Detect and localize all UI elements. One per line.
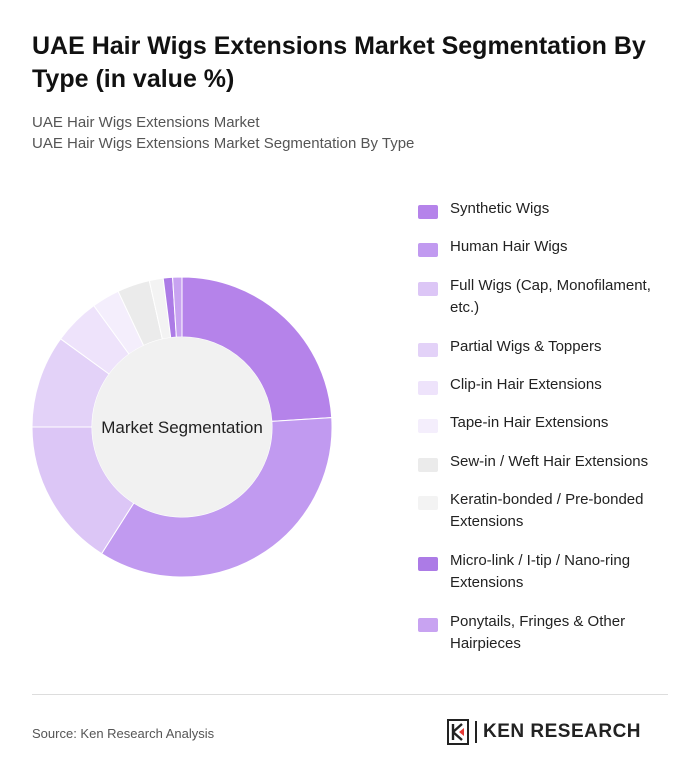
legend-swatch xyxy=(418,618,438,632)
legend-swatch xyxy=(418,282,438,296)
donut-chart: Market Segmentation xyxy=(31,276,333,578)
legend-label: Partial Wigs & Toppers xyxy=(450,338,602,355)
legend-swatch xyxy=(418,205,438,219)
legend-swatch xyxy=(418,343,438,357)
legend-swatch xyxy=(418,458,438,472)
legend-label: Clip-in Hair Extensions xyxy=(450,376,602,393)
legend-label: Synthetic Wigs xyxy=(450,200,550,217)
footer-divider xyxy=(32,694,668,695)
legend-swatch xyxy=(418,496,438,510)
legend-swatch xyxy=(418,381,438,395)
legend-label: Keratin-bonded / Pre-bonded Extensions xyxy=(450,491,644,530)
legend-label: Tape-in Hair Extensions xyxy=(450,414,609,431)
brand-separator xyxy=(475,721,477,743)
brand-logo: KEN RESEARCH xyxy=(447,719,641,745)
donut-center xyxy=(92,337,272,517)
chart-title: UAE Hair Wigs Extensions Market Segmenta… xyxy=(32,32,646,93)
legend-swatch xyxy=(418,243,438,257)
legend-label: Full Wigs (Cap, Monofilament, etc.) xyxy=(450,277,651,316)
legend-label: Sew-in / Weft Hair Extensions xyxy=(450,453,649,470)
legend-swatch xyxy=(418,419,438,433)
chart-subtitle-segmentation: UAE Hair Wigs Extensions Market Segmenta… xyxy=(32,135,415,152)
legend-label: Human Hair Wigs xyxy=(450,238,568,255)
legend-label: Ponytails, Fringes & Other Hairpieces xyxy=(450,613,626,652)
chart-subtitle-market: UAE Hair Wigs Extensions Market xyxy=(32,114,260,131)
source-note: Source: Ken Research Analysis xyxy=(32,726,215,741)
brand-name: KEN RESEARCH xyxy=(483,721,642,742)
ken-research-logo-icon xyxy=(447,719,469,745)
legend-label: Micro-link / I-tip / Nano-ring Extension… xyxy=(450,552,631,591)
donut-center-label: Market Segmentation xyxy=(101,418,263,437)
donut-chart-area: Market Segmentation xyxy=(0,260,364,594)
legend-swatch xyxy=(418,557,438,571)
